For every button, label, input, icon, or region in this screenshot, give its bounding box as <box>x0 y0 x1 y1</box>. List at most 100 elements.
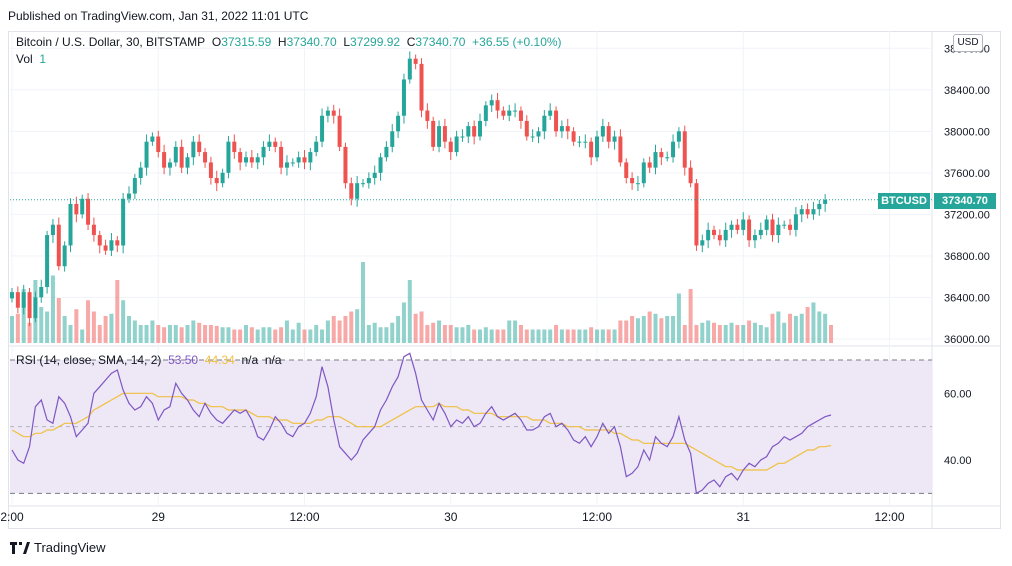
price-tick-label: 37200.00 <box>944 209 990 221</box>
candle-body <box>542 115 547 132</box>
volume-bar <box>583 329 588 343</box>
volume-bar <box>109 313 114 343</box>
volume-bar <box>325 320 330 343</box>
time-tick-label: 12:00 <box>874 510 904 524</box>
candle-body <box>618 136 623 163</box>
close-value: 37340.70 <box>415 35 466 49</box>
volume-bar <box>793 316 798 343</box>
rsi-tick-label: 40.00 <box>944 455 972 467</box>
volume-bar <box>659 318 664 343</box>
candle-body <box>788 224 793 230</box>
volume-bar <box>624 320 629 343</box>
candle-body <box>39 286 44 298</box>
volume-bar <box>542 329 547 343</box>
volume-bar <box>179 327 184 343</box>
brand-name: TradingView <box>34 540 106 555</box>
volume-bar <box>799 313 804 343</box>
candle-body <box>671 141 676 158</box>
volume-bar <box>419 311 424 343</box>
volume-bar <box>630 316 635 343</box>
candle-body <box>571 131 576 142</box>
candle-body <box>179 146 184 168</box>
candle-body <box>109 240 114 251</box>
candle-body <box>776 224 781 236</box>
candle-body <box>320 115 325 142</box>
volume-bar <box>442 325 447 343</box>
volume-bar <box>267 327 272 343</box>
volume-bar <box>97 325 102 343</box>
volume-bar <box>45 311 50 343</box>
candle-body <box>612 136 617 142</box>
volume-value: 1 <box>39 52 47 66</box>
rsi-na-2: n/a <box>264 353 282 367</box>
brand-logo[interactable]: TradingView <box>10 540 106 555</box>
volume-bar <box>571 329 576 343</box>
candle-body <box>68 203 73 246</box>
volume-bar <box>606 329 611 343</box>
candle-body <box>595 136 599 158</box>
volume-bar <box>530 329 535 343</box>
candle-body <box>712 229 716 236</box>
volume-bar <box>671 316 676 343</box>
candle-body <box>688 167 693 184</box>
candle-body <box>448 141 453 153</box>
candle-body <box>741 219 746 230</box>
candle-body <box>437 126 442 147</box>
volume-bar <box>495 329 500 343</box>
candle-body <box>115 240 120 246</box>
candle-body <box>296 157 301 163</box>
volume-bar <box>612 329 617 343</box>
volume-bar <box>238 329 243 343</box>
volume-bar <box>665 316 670 343</box>
candle-body <box>62 245 67 267</box>
volume-bar <box>39 307 44 343</box>
candle-body <box>606 126 611 142</box>
volume-bar <box>712 322 716 343</box>
volume-bar <box>208 325 213 343</box>
volume-bar <box>86 300 91 343</box>
volume-bar <box>384 327 389 343</box>
candle-body <box>747 219 752 241</box>
volume-bar <box>565 329 570 343</box>
candle-body <box>665 157 670 159</box>
candle-body <box>302 157 307 163</box>
candle-body <box>431 120 436 147</box>
candle-body <box>799 209 804 215</box>
volume-bar <box>448 325 453 343</box>
volume-bar <box>68 325 73 343</box>
candle-body <box>770 219 775 236</box>
candle-body <box>232 141 237 153</box>
candle-body <box>144 141 149 168</box>
volume-bar <box>115 280 120 343</box>
volume-bar <box>249 327 254 343</box>
candle-body <box>279 146 284 168</box>
volume-bar <box>635 318 640 343</box>
candle-body <box>513 110 518 112</box>
candle-body <box>208 162 213 179</box>
volume-bar <box>706 320 711 343</box>
symbol-title: Bitcoin / U.S. Dollar, 30, BITSTAMP <box>16 35 206 49</box>
candle-body <box>273 141 278 147</box>
volume-bar <box>694 325 699 343</box>
candle-body <box>156 136 161 153</box>
candle-body <box>524 120 529 137</box>
currency-button[interactable]: USD <box>953 34 983 52</box>
last-price-tag: 37340.70 <box>934 193 996 209</box>
volume-bar <box>700 322 705 343</box>
candle-body <box>706 229 711 241</box>
candle-body <box>284 162 289 168</box>
candle-body <box>74 203 79 215</box>
volume-bar <box>390 322 395 343</box>
candle-body <box>548 110 553 116</box>
volume-bar <box>361 262 365 343</box>
candle-body <box>384 146 389 158</box>
candle-body <box>554 110 559 132</box>
candle-body <box>630 178 635 184</box>
volume-bar <box>811 302 816 343</box>
volume-bar <box>378 327 383 343</box>
candle-body <box>396 115 401 132</box>
rsi-sma-line <box>11 392 832 471</box>
volume-bar <box>355 309 360 343</box>
candle-body <box>752 235 757 241</box>
